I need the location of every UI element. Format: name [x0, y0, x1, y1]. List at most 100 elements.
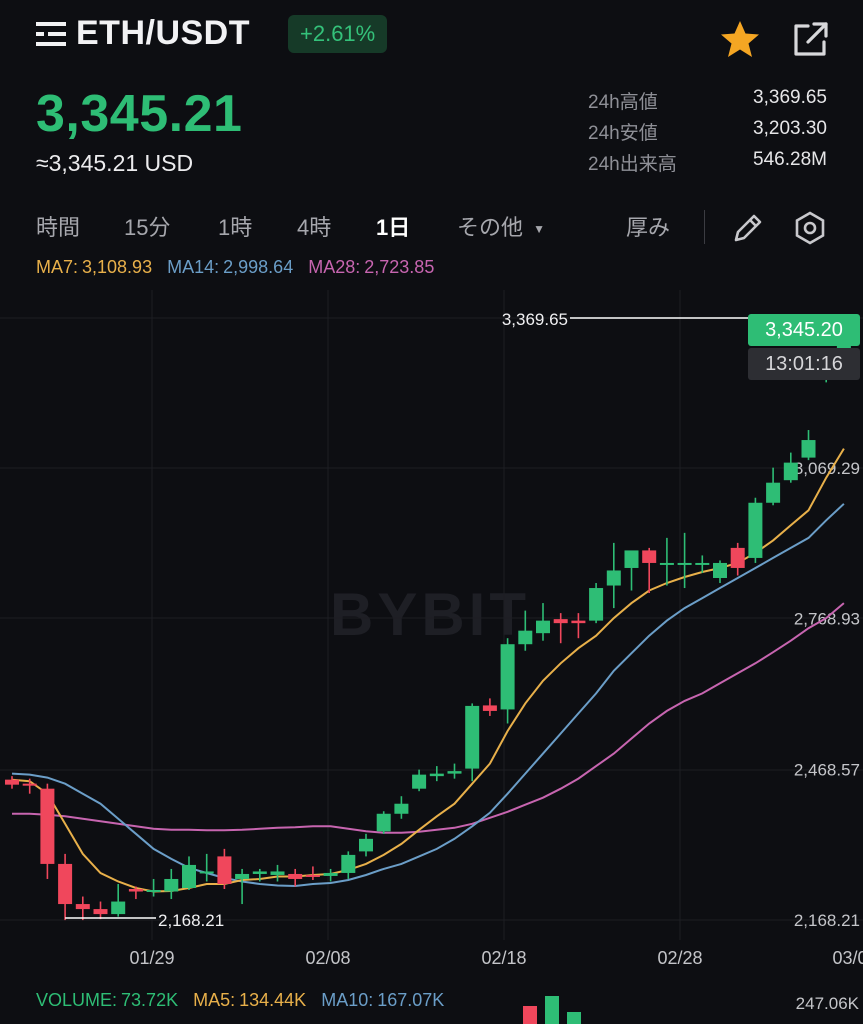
ma28-value: 2,723.85: [364, 257, 435, 277]
ma5-label: MA5:: [193, 990, 236, 1010]
watermark: BYBIT: [330, 581, 530, 648]
ma10-legend: MA10: 167.07K: [321, 990, 444, 1010]
pair-title[interactable]: ETH/USDT: [76, 14, 250, 52]
volume-legend: VOLUME: 73.72K MA5: 134.44K MA10: 167.07K: [36, 990, 454, 1011]
volume-bar: [523, 1006, 537, 1024]
candle-body: [75, 904, 90, 910]
candle-body: [412, 774, 427, 789]
y-tick-label: 3,069.29: [794, 459, 860, 478]
candle-body: [766, 482, 781, 503]
volume-axis-label: 247.06K: [795, 994, 859, 1013]
candle-body: [394, 803, 409, 814]
high-marker-label: 3,369.65: [502, 310, 568, 329]
ma7-value: 3,108.93: [82, 257, 153, 277]
candle-body: [217, 856, 232, 884]
ma7-label: MA7:: [36, 257, 79, 277]
star-icon[interactable]: [718, 18, 762, 60]
ma10-value: 167.07K: [377, 990, 445, 1010]
menu-icon[interactable]: [36, 20, 66, 48]
share-icon[interactable]: [788, 18, 832, 60]
x-tick-label: 02/18: [481, 948, 526, 968]
candle-body: [482, 705, 497, 711]
tab-1d[interactable]: 1日: [376, 215, 411, 240]
candle-body: [323, 872, 338, 876]
candle-body: [677, 562, 692, 565]
ma7-line: [11, 448, 845, 893]
x-tick-label: 03/0: [832, 948, 863, 968]
candle-body: [589, 588, 604, 621]
candle-body: [536, 620, 550, 634]
y-tick-label: 2,468.57: [794, 760, 860, 779]
volume-label: VOLUME:: [36, 990, 118, 1010]
volume-value: 73.72K: [121, 990, 179, 1010]
low-marker-label: 2,168.21: [158, 911, 224, 930]
candle-body: [341, 854, 356, 873]
candle-body: [270, 871, 285, 875]
candle-body: [128, 889, 143, 892]
settings-icon[interactable]: [792, 210, 828, 246]
candle-body: [359, 838, 373, 852]
ma14-line: [11, 503, 845, 888]
tab-more-label: その他: [457, 215, 524, 240]
x-tick-label: 01/29: [129, 948, 174, 968]
candle-body: [748, 502, 763, 558]
usd-price: ≈3,345.21 USD: [36, 150, 194, 176]
stat-label-volume: 24h出来高: [588, 154, 677, 175]
candle-body: [305, 874, 320, 877]
candle-body: [783, 462, 798, 481]
tab-more[interactable]: その他 ▼: [457, 210, 545, 242]
stat-label-high: 24h高値: [588, 92, 658, 113]
volume-legend-item: VOLUME: 73.72K: [36, 990, 178, 1010]
candle-body: [58, 863, 73, 905]
y-tick-label: 2,768.93: [794, 610, 860, 629]
candle-body: [553, 619, 568, 624]
candle-body: [465, 705, 480, 769]
candle-body: [164, 878, 179, 892]
candle-body: [730, 547, 745, 568]
countdown-tag: 13:01:16: [748, 348, 860, 380]
x-tick-label: 02/08: [305, 948, 350, 968]
candle-body: [642, 550, 657, 563]
candle-body: [93, 909, 108, 915]
stat-label-low: 24h安値: [588, 123, 658, 144]
candle-body: [288, 873, 303, 879]
ma7-legend: MA7: 3,108.93: [36, 257, 152, 277]
tab-1h[interactable]: 1時: [218, 215, 253, 240]
candle-body: [624, 550, 639, 568]
ma28-line: [12, 602, 845, 834]
candle-body: [695, 562, 710, 565]
ma14-label: MA14:: [167, 257, 220, 277]
change-badge: +2.61%: [288, 15, 388, 53]
ma14-legend: MA14: 2,998.64: [167, 257, 293, 277]
candle-body: [518, 630, 533, 645]
stat-value-high: 3,369.65: [753, 87, 827, 108]
last-price-tag: 3,345.20: [748, 314, 860, 346]
candle-body: [199, 871, 214, 874]
candle-body: [659, 562, 674, 565]
candle-body: [376, 813, 391, 832]
ma14-value: 2,998.64: [223, 257, 294, 277]
candle-body: [429, 773, 444, 777]
candle-body: [40, 788, 55, 864]
candle-body: [447, 771, 462, 774]
ma5-value: 134.44K: [239, 990, 307, 1010]
tab-4h[interactable]: 4時: [297, 215, 332, 240]
candle-body: [606, 570, 621, 586]
tab-time[interactable]: 時間: [36, 215, 81, 240]
volume-bar: [545, 996, 559, 1024]
candle-body: [22, 783, 37, 786]
caret-down-icon: ▼: [533, 222, 546, 237]
tab-depth[interactable]: 厚み: [626, 215, 671, 240]
last-price: 3,345.21: [36, 85, 243, 143]
stat-value-volume: 546.28M: [753, 149, 827, 170]
tab-15m[interactable]: 15分: [124, 215, 171, 240]
ma28-label: MA28:: [308, 257, 361, 277]
candle-body: [252, 871, 267, 874]
candle-body: [500, 644, 515, 710]
ma28-legend: MA28: 2,723.85: [308, 257, 434, 277]
pencil-icon[interactable]: [730, 210, 766, 246]
stat-value-low: 3,203.30: [753, 118, 827, 139]
ma10-label: MA10:: [321, 990, 374, 1010]
y-tick-label: 2,168.21: [794, 911, 860, 930]
